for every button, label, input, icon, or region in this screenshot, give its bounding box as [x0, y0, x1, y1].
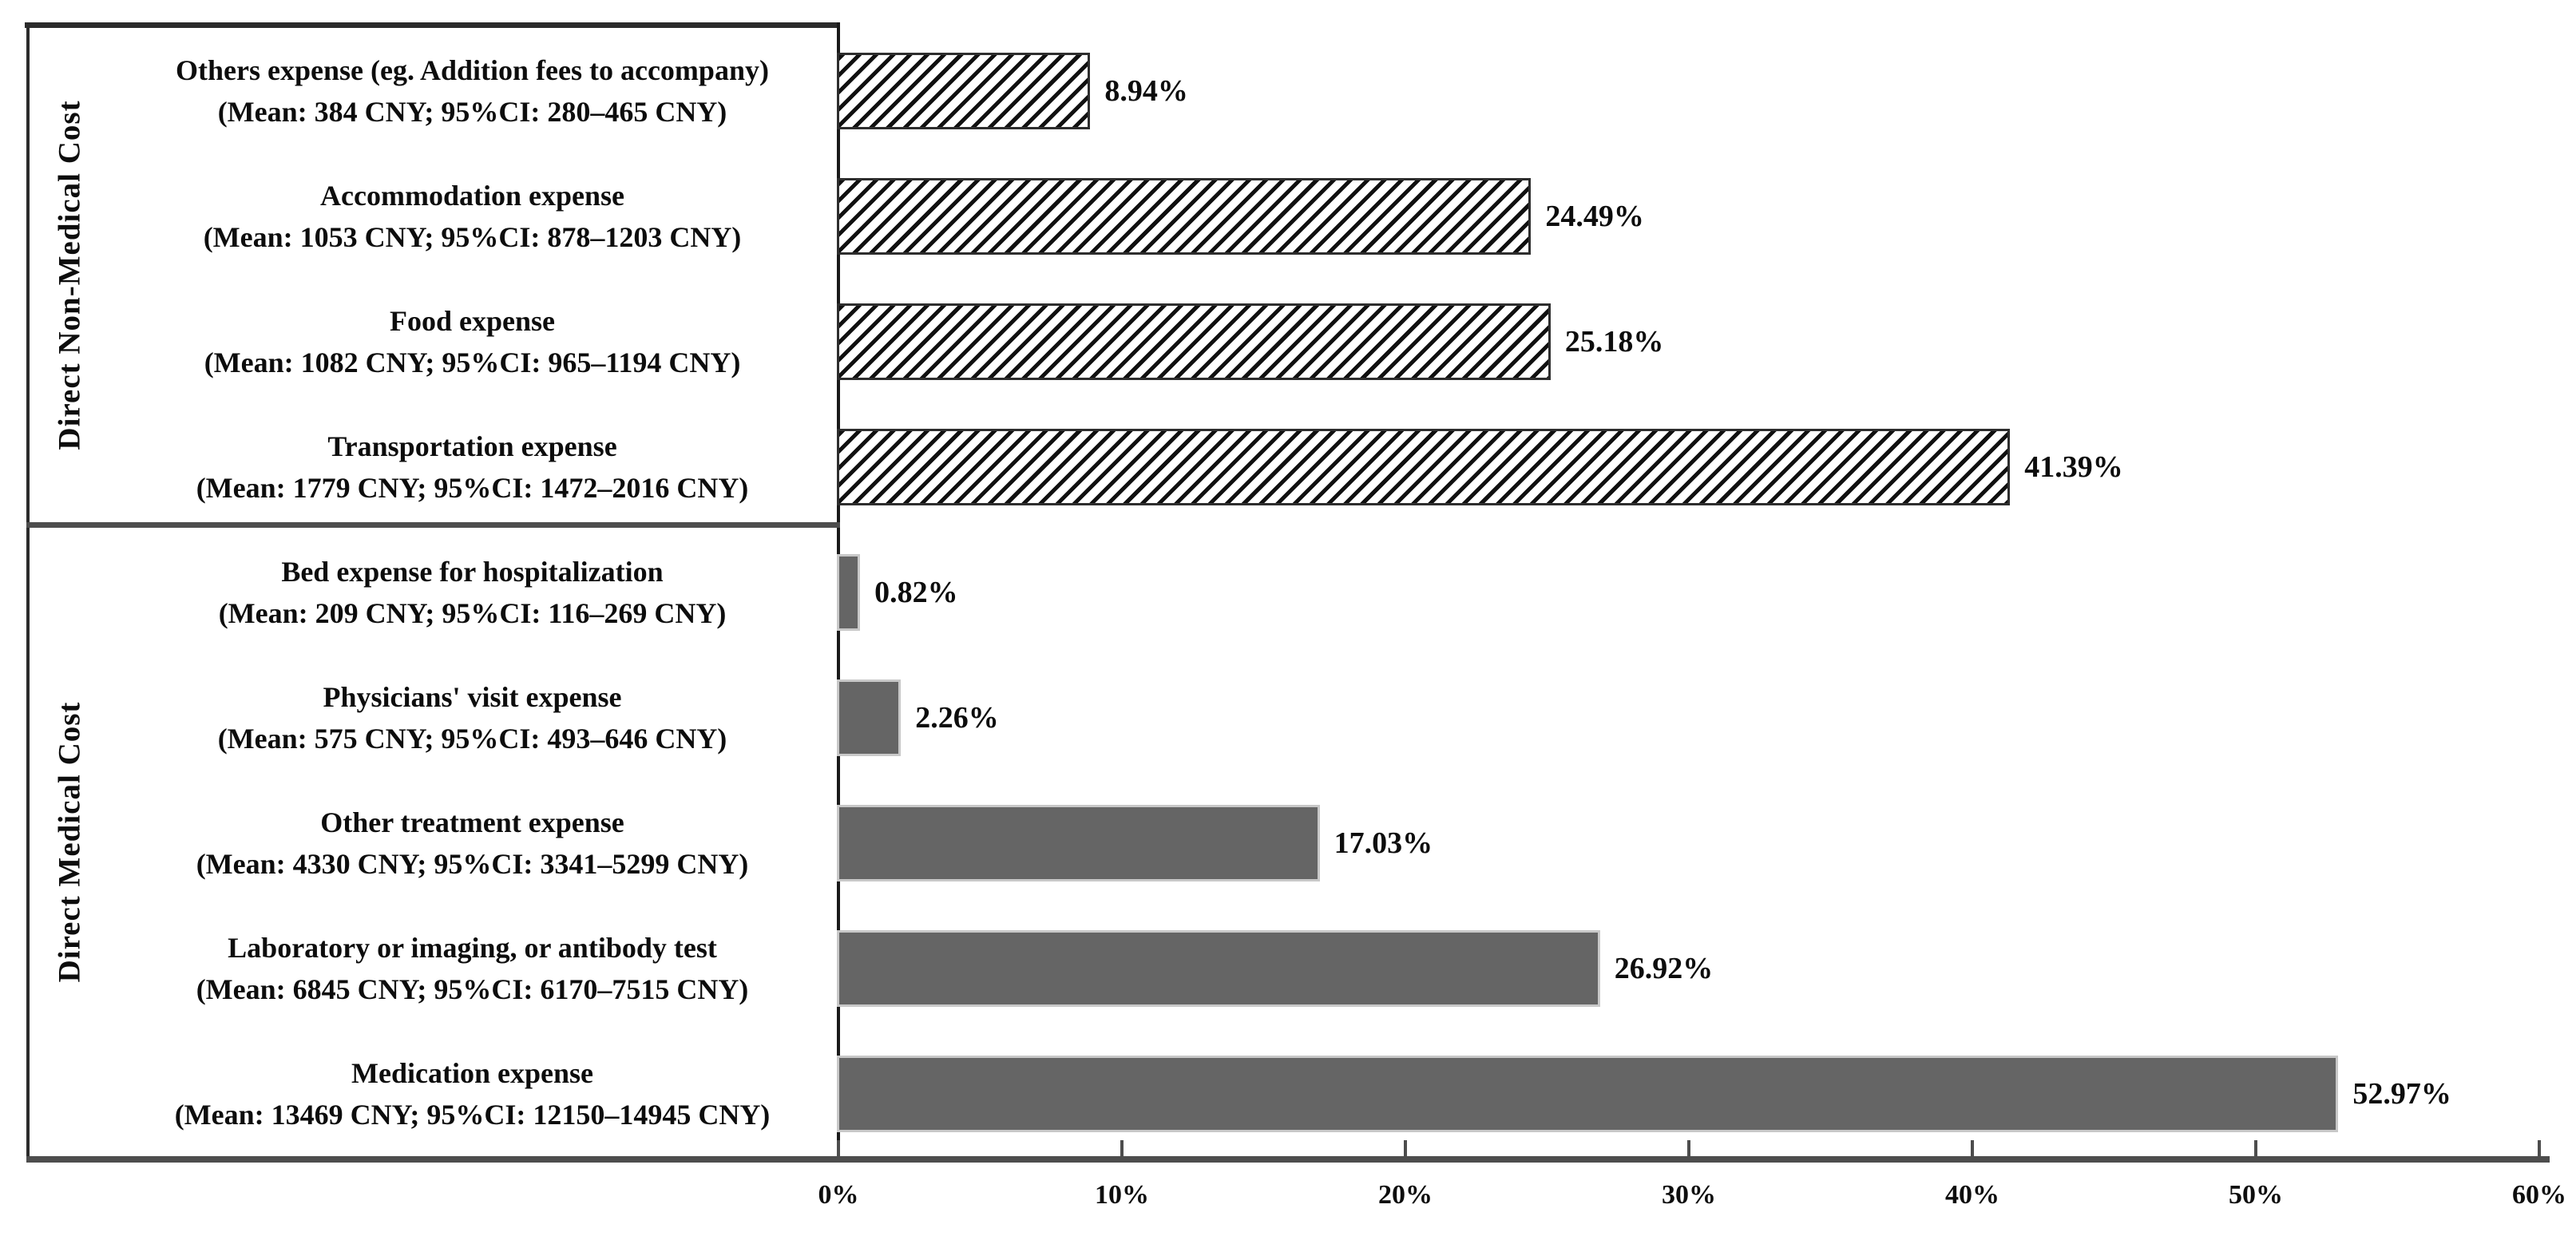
bar-row: Other treatment expense (Mean: 4330 CNY;… — [30, 780, 2539, 905]
category-name: Accommodation expense — [320, 179, 624, 212]
x-tick-mark — [837, 1140, 840, 1156]
bar-value-label: 2.26% — [915, 700, 999, 735]
bar — [837, 177, 1532, 255]
category-stats: (Mean: 4330 CNY; 95%CI: 3341–5299 CNY) — [196, 847, 749, 880]
bar-value-label: 41.39% — [2024, 450, 2123, 484]
category-stats: (Mean: 1082 CNY; 95%CI: 965–1194 CNY) — [204, 346, 741, 378]
bar-zone: 2.26% — [837, 679, 2538, 756]
bar-value-label: 0.82% — [874, 575, 958, 609]
bar — [837, 52, 1091, 129]
category-name: Others expense (eg. Addition fees to acc… — [176, 53, 769, 86]
bar — [837, 679, 902, 756]
category-name: Bed expense for hospitalization — [281, 555, 664, 588]
bar-value-label: 26.92% — [1614, 951, 1714, 985]
bar-row: Others expense (eg. Addition fees to acc… — [30, 28, 2539, 153]
category-stats: (Mean: 384 CNY; 95%CI: 280–465 CNY) — [217, 95, 727, 128]
x-tick-mark — [1404, 1140, 1407, 1156]
bar-row: Accommodation expense (Mean: 1053 CNY; 9… — [30, 153, 2539, 279]
x-tick-mark — [1687, 1140, 1690, 1156]
x-tick-label: 10% — [1095, 1180, 1149, 1210]
bar — [837, 929, 1600, 1007]
bar-row: Bed expense for hospitalization (Mean: 2… — [30, 529, 2539, 655]
bar — [837, 553, 861, 631]
category-name: Physicians' visit expense — [323, 680, 622, 713]
bar-zone: 25.18% — [837, 303, 2538, 380]
category-label: Other treatment expense (Mean: 4330 CNY;… — [30, 802, 837, 885]
x-axis-line — [26, 1156, 2550, 1163]
bar-row: Laboratory or imaging, or antibody test … — [30, 905, 2539, 1031]
x-tick-label: 20% — [1378, 1180, 1433, 1210]
category-stats: (Mean: 575 CNY; 95%CI: 493–646 CNY) — [217, 722, 727, 755]
section-divider-line — [26, 522, 840, 528]
category-label: Accommodation expense (Mean: 1053 CNY; 9… — [30, 175, 837, 258]
bar — [837, 1055, 2339, 1132]
bar-value-label: 24.49% — [1545, 199, 1644, 233]
category-stats: (Mean: 1053 CNY; 95%CI: 878–1203 CNY) — [203, 220, 742, 253]
category-label: Physicians' visit expense (Mean: 575 CNY… — [30, 676, 837, 759]
x-tick-label: 40% — [1945, 1180, 1999, 1210]
x-tick-mark — [2254, 1140, 2257, 1156]
bar-value-label: 25.18% — [1564, 324, 1664, 359]
category-name: Food expense — [390, 304, 555, 337]
x-tick-label: 0% — [818, 1180, 859, 1210]
bar-zone: 26.92% — [837, 929, 2538, 1007]
category-label: Transportation expense (Mean: 1779 CNY; … — [30, 426, 837, 509]
bar — [837, 303, 1551, 380]
x-tick-mark — [1971, 1140, 1974, 1156]
bar-zone: 52.97% — [837, 1055, 2538, 1132]
category-name: Laboratory or imaging, or antibody test — [228, 931, 717, 964]
bar-zone: 41.39% — [837, 428, 2538, 505]
bar-zone: 8.94% — [837, 52, 2538, 129]
category-name: Other treatment expense — [320, 806, 624, 838]
bar-zone: 0.82% — [837, 553, 2538, 631]
category-stats: (Mean: 6845 CNY; 95%CI: 6170–7515 CNY) — [196, 973, 749, 1005]
category-name: Medication expense — [351, 1056, 593, 1089]
category-label: Food expense (Mean: 1082 CNY; 95%CI: 965… — [30, 300, 837, 383]
bar-row: Food expense (Mean: 1082 CNY; 95%CI: 965… — [30, 279, 2539, 404]
x-tick-mark — [2538, 1140, 2541, 1156]
bar-value-label: 52.97% — [2352, 1076, 2451, 1111]
bar-zone: 24.49% — [837, 177, 2538, 255]
x-tick-label: 30% — [1662, 1180, 1716, 1210]
category-label: Laboratory or imaging, or antibody test … — [30, 927, 837, 1010]
bar-value-label: 17.03% — [1334, 826, 1433, 860]
bar — [837, 804, 1320, 881]
category-label: Others expense (eg. Addition fees to acc… — [30, 50, 837, 133]
bar-zone: 17.03% — [837, 804, 2538, 881]
bar-row: Physicians' visit expense (Mean: 575 CNY… — [30, 655, 2539, 780]
panel-left-border — [26, 22, 30, 1163]
panel-top-border — [25, 22, 840, 28]
category-stats: (Mean: 13469 CNY; 95%CI: 12150–14945 CNY… — [174, 1098, 771, 1131]
category-name: Transportation expense — [327, 430, 617, 462]
category-stats: (Mean: 1779 CNY; 95%CI: 1472–2016 CNY) — [196, 471, 749, 504]
x-tick-label: 60% — [2512, 1180, 2566, 1210]
category-label: Medication expense (Mean: 13469 CNY; 95%… — [30, 1052, 837, 1135]
x-tick-mark — [1120, 1140, 1124, 1156]
bar — [837, 428, 2011, 505]
x-tick-label: 50% — [2229, 1180, 2283, 1210]
category-label: Bed expense for hospitalization (Mean: 2… — [30, 551, 837, 634]
bar-value-label: 8.94% — [1104, 73, 1188, 108]
bar-row: Transportation expense (Mean: 1779 CNY; … — [30, 404, 2539, 529]
bar-row: Medication expense (Mean: 13469 CNY; 95%… — [30, 1031, 2539, 1156]
bar-rows: Others expense (eg. Addition fees to acc… — [30, 28, 2539, 1156]
category-stats: (Mean: 209 CNY; 95%CI: 116–269 CNY) — [218, 596, 727, 629]
